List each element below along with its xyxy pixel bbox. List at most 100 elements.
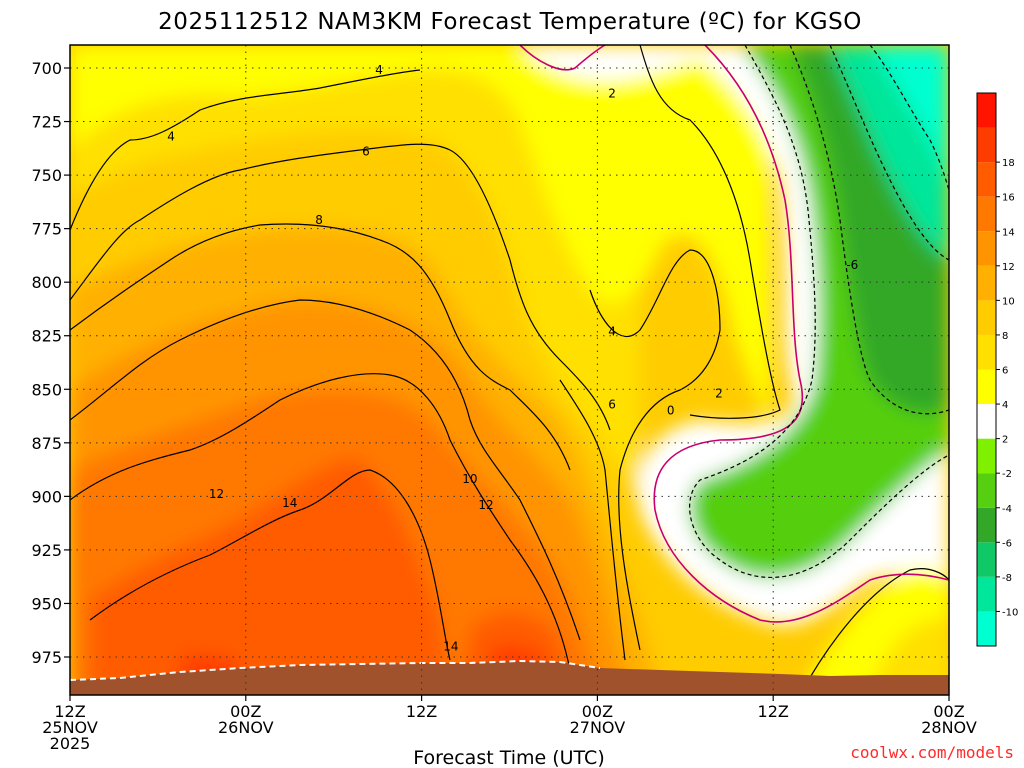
contour-4-west: [70, 69, 421, 231]
contour-neg8: [869, 45, 949, 191]
contour-neg2: [689, 45, 949, 579]
x-tick-label: 00Z: [230, 702, 261, 721]
band-4-6-upper: [70, 45, 770, 430]
colorbar-label: 6: [1002, 366, 1008, 377]
colorbar-label: 8: [1002, 331, 1008, 342]
band-zero: [520, 45, 720, 81]
contour-10: [70, 299, 581, 641]
contour-label: 12: [209, 487, 224, 501]
x-tick-label: 00Z: [582, 702, 613, 721]
surface-edge: [70, 659, 601, 681]
x-tick-label: 25NOV: [42, 718, 98, 737]
colorbar-segment: [977, 507, 996, 543]
contour-label: 14: [282, 496, 297, 510]
colorbar-segment: [977, 334, 996, 370]
contour-label: 4: [608, 324, 616, 338]
y-tick-label: 775: [31, 220, 62, 239]
x-tick-label: 26NOV: [218, 718, 274, 737]
colorbar-label: -10: [1002, 607, 1018, 618]
band-14-16: [90, 458, 450, 695]
colorbar-segment: [977, 542, 996, 577]
colorbar-segment: [977, 438, 996, 474]
temperature-field: [70, 45, 949, 695]
x-tick-label: 2025: [50, 734, 91, 753]
y-tick-label: 825: [31, 327, 62, 346]
contour-neg4: [789, 45, 949, 415]
contour-label: 4: [375, 63, 383, 77]
contour-label: 6: [608, 397, 616, 411]
x-axis-label: Forecast Time (UTC): [413, 747, 604, 768]
colorbar-segment: [977, 265, 996, 301]
colorbar-segment: [977, 231, 996, 266]
colorbar-segment: [977, 127, 996, 163]
colorbar-segment: [977, 473, 996, 508]
y-tick-label: 750: [31, 166, 62, 185]
chart-title: 2025112512 NAM3KM Forecast Temperature (…: [158, 9, 862, 35]
contour-12: [70, 373, 571, 671]
contour-label: 0: [667, 404, 675, 418]
x-tick-label: 00Z: [933, 702, 964, 721]
contour-label: 10: [462, 472, 477, 486]
contour-label: 2: [608, 87, 616, 101]
contour-6: [70, 143, 611, 431]
contour-2-east: [639, 45, 781, 419]
y-axis: 700 725 750 775 800 825 850 875 900 925 950 975: [31, 59, 70, 667]
colorbar-segment: [977, 196, 996, 232]
y-tick-label: 875: [31, 434, 62, 453]
colorbar-segment: [977, 369, 996, 405]
contour-zero: [653, 45, 949, 623]
colorbar-segment: [977, 162, 996, 197]
y-tick-label: 900: [31, 487, 62, 506]
contour-zero-north: [519, 45, 606, 71]
colorbar-label: 18: [1002, 158, 1015, 169]
band-6-8: [70, 45, 640, 500]
colorbar: -10 -8 -6 -4 -2 2 4 6 8 10 12 14 16 18: [976, 92, 1018, 647]
colorbar-label: 12: [1002, 262, 1015, 273]
colorbar-label: -2: [1002, 469, 1012, 480]
contour-14: [89, 469, 451, 661]
y-tick-label: 800: [31, 273, 62, 292]
cold-contours: [689, 45, 949, 579]
colorbar-label: 10: [1002, 296, 1015, 307]
y-tick-label: 850: [31, 380, 62, 399]
colorbar-segment: [977, 611, 996, 646]
colorbar-label: 16: [1002, 193, 1015, 204]
contour-label: 6: [362, 145, 370, 159]
grid: [70, 45, 949, 695]
y-tick-label: 950: [31, 594, 62, 613]
colorbar-label: -6: [1002, 538, 1012, 549]
contour-8: [70, 223, 571, 471]
credit-text: coolwx.com/models: [850, 743, 1014, 762]
colorbar-label: 4: [1002, 400, 1008, 411]
colorbar-segment: [977, 576, 996, 612]
y-tick-label: 925: [31, 541, 62, 560]
freezing-lines: [519, 45, 949, 623]
surface-terrain: [70, 661, 949, 695]
contour-southeast: [799, 568, 949, 695]
contour-label: -6: [846, 258, 858, 272]
contour-6-east: [559, 379, 626, 661]
contour-neg6: [829, 45, 949, 261]
colorbar-segment: [977, 93, 996, 128]
colorbar-label: 2: [1002, 435, 1008, 446]
x-tick-label: 12Z: [406, 702, 437, 721]
contour-label: 4: [167, 130, 175, 144]
x-tick-label: 12Z: [54, 702, 85, 721]
contour-label: 14: [443, 639, 458, 653]
colorbar-label: -8: [1002, 573, 1012, 584]
band-coldest: [870, 45, 949, 190]
y-tick-label: 725: [31, 113, 62, 132]
x-tick-label: 27NOV: [570, 718, 626, 737]
colorbar-segment: [977, 300, 996, 335]
x-tick-label: 28NOV: [921, 718, 977, 737]
colorbar-label: -4: [1002, 504, 1012, 515]
plot-frame: [69, 44, 950, 696]
x-tick-label: 12Z: [758, 702, 789, 721]
colorbar-segment: [977, 404, 996, 439]
contour-4-east: [589, 249, 721, 651]
colorbar-label: 14: [1002, 227, 1015, 238]
